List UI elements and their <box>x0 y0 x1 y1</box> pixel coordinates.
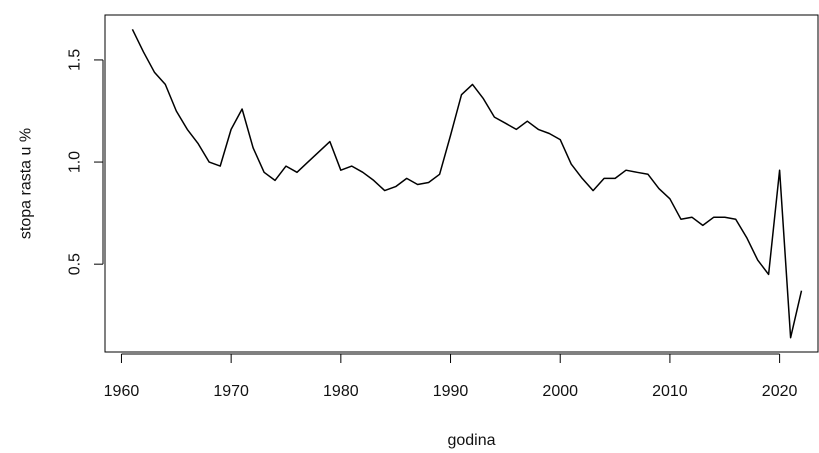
y-tick-label: 0.5 <box>67 253 84 275</box>
x-tick-label: 1970 <box>213 383 249 400</box>
x-tick-label: 1960 <box>104 383 140 400</box>
x-axis-label: godina <box>447 432 495 449</box>
x-tick-label: 2020 <box>762 383 798 400</box>
x-axis: 1960 1970 1980 1990 2000 2010 2020 <box>104 353 798 400</box>
x-tick-label: 1990 <box>433 383 469 400</box>
y-axis-label: stopa rasta u % <box>18 128 35 239</box>
series-line-0 <box>131 28 803 339</box>
y-axis: 0.5 1.0 1.5 <box>67 49 104 275</box>
x-tick-label: 2000 <box>542 383 578 400</box>
plot-frame <box>104 14 819 353</box>
y-tick-label: 1.0 <box>67 151 84 173</box>
y-tick-label: 1.5 <box>67 49 84 71</box>
series-layer <box>131 28 803 339</box>
x-tick-label: 2010 <box>652 383 688 400</box>
x-tick-label: 1980 <box>323 383 359 400</box>
